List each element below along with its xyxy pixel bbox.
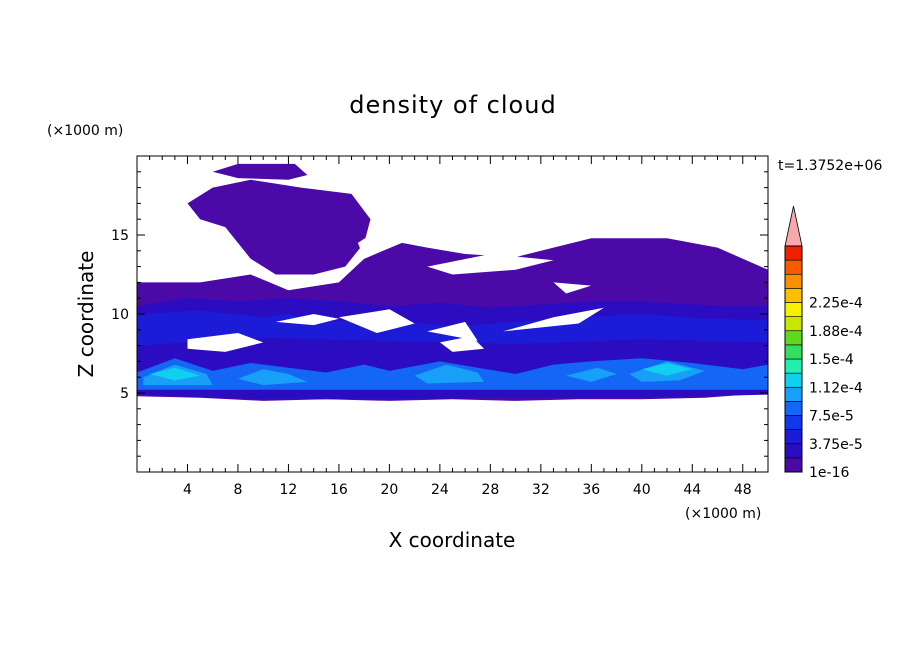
colorbar-swatch <box>784 288 803 303</box>
colorbar-swatch <box>784 415 803 430</box>
colorbar-swatch <box>784 273 803 289</box>
colorbar-label: 1.12e-4 <box>809 380 863 396</box>
time-label: t=1.3752e+06 <box>778 158 882 174</box>
colorbar-label: 7.5e-5 <box>809 409 854 425</box>
colorbar-swatch <box>784 358 803 374</box>
colorbar-swatch <box>784 443 803 459</box>
x-tick-label: 44 <box>683 482 701 498</box>
colorbar-swatch <box>784 386 803 402</box>
contour-region-1 <box>187 179 371 275</box>
colorbar-label: 1e-16 <box>809 465 849 481</box>
contour-region-10 <box>414 364 485 384</box>
clear-region-8 <box>439 336 485 352</box>
x-tick-label: 40 <box>633 482 651 498</box>
contour-region-2 <box>212 163 308 180</box>
clear-region-4 <box>187 333 264 352</box>
colorbar-swatch <box>784 330 803 346</box>
clear-region-5 <box>338 309 415 333</box>
colorbar-label: 1.88e-4 <box>809 324 863 340</box>
colorbar-label: 2.25e-4 <box>809 296 863 312</box>
colorbar-overflow-triangle <box>784 205 803 247</box>
colorbar-swatch <box>784 316 803 332</box>
y-tick-label: 10 <box>111 307 129 323</box>
contour-region-11 <box>566 367 617 382</box>
y-axis-label: Z coordinate <box>74 251 98 378</box>
clear-region-6 <box>427 321 478 341</box>
x-tick-label: 24 <box>431 482 449 498</box>
colorbar-swatch <box>784 259 803 275</box>
colorbar-label: 3.75e-5 <box>809 437 863 453</box>
clear-region-2 <box>275 314 339 326</box>
x-tick-label: 20 <box>380 482 398 498</box>
chart-title: density of cloud <box>349 91 556 119</box>
y-tick-label: 5 <box>120 386 129 402</box>
colorbar-swatch <box>784 302 803 317</box>
contour-region-9 <box>238 369 308 386</box>
x-tick-label: 48 <box>734 482 752 498</box>
x-axis-label: X coordinate <box>389 528 516 552</box>
x-tick-label: 4 <box>183 482 192 498</box>
x-tick-label: 8 <box>233 482 242 498</box>
x-tick-label: 12 <box>280 482 298 498</box>
colorbar-swatch <box>784 457 803 473</box>
x-unit-label: (×1000 m) <box>685 506 761 522</box>
y-unit-label: (×1000 m) <box>47 123 123 139</box>
colorbar-frame <box>784 245 803 473</box>
contour-region-8 <box>149 367 201 381</box>
x-tick-label: 32 <box>532 482 550 498</box>
clear-region-0 <box>357 222 415 259</box>
x-tick-label: 36 <box>582 482 600 498</box>
colorbar-swatch <box>784 401 803 416</box>
clear-region-7 <box>503 307 604 332</box>
plot-area <box>137 163 768 401</box>
x-tick-label: 16 <box>330 482 348 498</box>
colorbar-swatch <box>784 429 803 445</box>
colorbar-swatch <box>784 372 803 388</box>
colorbar: 1e-16 3.75e-5 7.5e-5 1.12e-4 1.5e-4 1.88e-4 2.… <box>784 205 863 481</box>
clear-region-1 <box>427 254 554 275</box>
colorbar-swatch <box>784 344 803 360</box>
clear-region-3 <box>553 282 592 294</box>
colorbar-swatch <box>784 245 803 261</box>
contour-region-13 <box>641 363 693 376</box>
x-tick-label: 28 <box>481 482 499 498</box>
y-tick-label: 15 <box>111 228 129 244</box>
colorbar-label: 1.5e-4 <box>809 352 854 368</box>
